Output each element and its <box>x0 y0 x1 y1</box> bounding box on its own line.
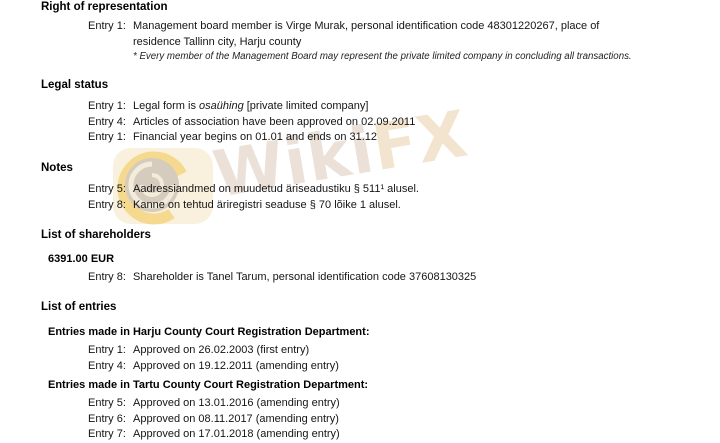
section-list-of-entries: List of entries Entries made in Harju Co… <box>0 300 720 443</box>
entry-row: Entry 7: Approved on 17.01.2018 (amendin… <box>88 427 720 443</box>
entry-label: Entry 1: <box>88 344 126 356</box>
representation-footnote: * Every member of the Management Board m… <box>133 51 632 62</box>
entry-text: Approved on 08.11.2017 (amending entry) <box>133 412 339 425</box>
entry-row: Entry 1: Management board member is Virg… <box>88 19 720 50</box>
section-right-of-representation: Right of representation Entry 1: Managem… <box>0 0 720 63</box>
section-title: Right of representation <box>41 1 168 13</box>
entry-text-post: [private limited company] <box>243 100 369 112</box>
entry-text-italic-term: osaühing <box>199 100 244 112</box>
entry-text-pre: Legal form is <box>133 100 200 112</box>
entry-text: Approved on 19.12.2011 (amending entry) <box>133 359 339 372</box>
section-legal-status: Legal status Entry 1: Legal form is osaü… <box>0 78 720 146</box>
entry-row: Entry 1: Financial year begins on 01.01 … <box>88 130 720 146</box>
entry-text: Legal form is osaühing [private limited … <box>133 99 368 115</box>
entry-text: Financial year begins on 01.01 and ends … <box>133 131 378 143</box>
entry-text: Management board member is Virge Murak, … <box>133 20 600 48</box>
entry-label: Entry 5: <box>88 397 126 409</box>
entry-row: Entry 5: Approved on 13.01.2016 (amendin… <box>88 396 720 412</box>
section-list-of-shareholders: List of shareholders 6391.00 EUR Entry 8… <box>0 228 720 286</box>
entry-text: Shareholder is Tanel Tarum, personal ide… <box>133 271 477 283</box>
entry-label: Entry 1: <box>88 100 126 112</box>
entry-row: Entry 1: Approved on 26.02.2003 (first e… <box>88 343 720 359</box>
entry-label: Entry 4: <box>88 359 126 372</box>
entry-row: Entry 1: Legal form is osaühing [private… <box>88 99 720 115</box>
section-title: List of entries <box>41 301 117 313</box>
entry-text: Approved on 13.01.2016 (amending entry) <box>133 397 340 409</box>
entry-row: Entry 4: Approved on 19.12.2011 (amendin… <box>88 359 720 375</box>
entry-label: Entry 1: <box>88 20 126 32</box>
tartu-department-heading: Entries made in Tartu County Court Regis… <box>48 379 369 391</box>
entry-row: Entry 8: Kanne on tehtud äriregistri sea… <box>88 198 720 214</box>
section-title: Legal status <box>41 79 109 91</box>
entry-text: Approved on 26.02.2003 (first entry) <box>133 344 310 356</box>
entry-text: Articles of association have been approv… <box>133 115 416 128</box>
section-title: Notes <box>41 162 73 174</box>
entry-text: Kanne on tehtud äriregistri seaduse § 70… <box>133 198 401 211</box>
entry-label: Entry 4: <box>88 115 126 128</box>
entry-row: Entry 6: Approved on 08.11.2017 (amendin… <box>88 412 720 428</box>
entry-row: Entry 8: Shareholder is Tanel Tarum, per… <box>88 270 720 286</box>
entry-label: Entry 1: <box>88 131 126 143</box>
entry-label: Entry 8: <box>88 271 126 283</box>
section-title: List of shareholders <box>41 229 151 241</box>
harju-department-heading: Entries made in Harju County Court Regis… <box>48 326 370 338</box>
entry-row: Entry 4: Articles of association have be… <box>88 115 720 131</box>
entry-text: Aadressiandmed on muudetud äriseadustiku… <box>133 183 419 195</box>
entry-label: Entry 8: <box>88 198 126 211</box>
section-notes: Notes Entry 5: Aadressiandmed on muudetu… <box>0 161 720 213</box>
entry-text: Approved on 17.01.2018 (amending entry) <box>133 428 340 440</box>
entry-label: Entry 5: <box>88 183 126 195</box>
entry-row: Entry 5: Aadressiandmed on muudetud äris… <box>88 182 720 198</box>
entry-label: Entry 6: <box>88 412 126 425</box>
entry-label: Entry 7: <box>88 428 126 440</box>
share-capital-amount: 6391.00 EUR <box>48 253 115 265</box>
